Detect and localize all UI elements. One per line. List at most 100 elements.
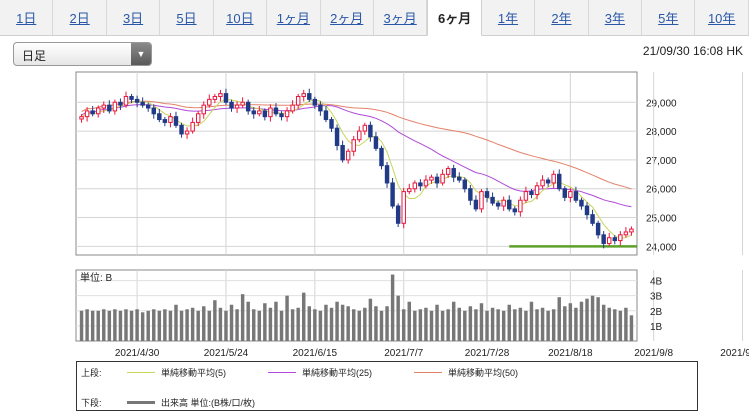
legend-volume-label: 出来高 単位:(B株/口/枚) [161,398,255,408]
legend-ma50-swatch [414,372,443,373]
tab-12[interactable]: 5年 [642,0,696,35]
candle-body [540,179,545,187]
tab-13[interactable]: 10年 [695,0,749,35]
price-panel-frame [75,71,638,256]
candle-body [429,176,434,181]
volume-bar [307,306,312,341]
x-tick-label: 2021/5/24 [204,348,249,359]
candle-body [145,104,151,109]
tab-7[interactable]: 3ヶ月 [374,0,428,35]
tab-11[interactable]: 3年 [589,0,643,35]
volume-bar [440,310,445,341]
legend-ma25-swatch [268,372,296,373]
candle-body [245,101,251,112]
volume-bar [274,301,278,341]
volume-bar [213,300,217,341]
volume-bar [490,307,495,341]
x-tick-label: 2021/7/7 [384,348,423,359]
candle-body [412,182,418,190]
legend-ma25-label: 単純移動平均(25) [302,368,373,378]
volume-tick-label: 2B [650,307,663,318]
volume-bar [485,310,489,341]
candle-body [345,150,351,161]
candle-body [184,130,190,135]
volume-bar [524,310,528,341]
candle-body [557,173,562,190]
volume-bar [429,310,434,341]
tab-4[interactable]: 10日 [214,0,268,35]
candle-body [473,199,479,210]
volume-bar [585,298,589,341]
volume-bar [102,309,106,341]
candle-body [457,176,462,181]
y-tick-label: 24,000 [646,242,677,253]
volume-bar [374,306,378,341]
volume-bar [279,310,284,341]
candle-body [423,179,429,187]
chart-type-value: 日足 [22,49,47,63]
candle-body [162,119,168,123]
y-tick-label: 28,000 [646,127,677,138]
volume-bar [107,310,112,341]
legend-ma5-label: 単純移動平均(5) [161,368,226,378]
volume-bar [479,303,484,341]
volume-bar [118,310,123,341]
candle-body [368,124,373,138]
volume-bar [263,303,267,341]
candle-body [229,101,234,109]
volume-bar [124,309,128,341]
candle-body [629,228,634,233]
volume-bar [324,304,328,341]
legend-ma5-swatch [127,372,155,373]
volume-bar [296,307,300,341]
candle-body [168,116,173,123]
volume-bar [352,309,356,341]
tab-0[interactable]: 1日 [0,0,54,35]
tab-2[interactable]: 3日 [107,0,161,35]
legend-upper-label: 上段: [81,368,102,378]
candle-body [434,176,440,184]
tab-1[interactable]: 2日 [53,0,107,35]
volume-bar [152,309,156,341]
volume-bar [590,295,595,341]
volume-bar [268,307,273,341]
volume-bar [396,295,400,341]
x-tick-label: 2021/6/15 [293,348,338,359]
candle-body [212,95,218,100]
chart-type-select[interactable]: 日足 ▼ [13,42,152,66]
candle-body [562,188,568,198]
x-tick-label: 2021/4/30 [115,348,160,359]
tab-8[interactable]: 6ヶ月 [427,0,482,36]
volume-bar [446,309,450,341]
candle-body [340,144,345,161]
candle-body [495,202,501,207]
tab-6[interactable]: 2ヶ月 [321,0,374,35]
volume-bar [501,310,506,341]
volume-bar [463,310,467,341]
tab-9[interactable]: 1年 [482,0,536,35]
candle-body [112,101,118,112]
volume-bar [146,310,150,341]
legend-lower-label: 下段: [81,398,102,408]
chevron-down-icon[interactable]: ▼ [131,43,151,65]
volume-tick-label: 1B [650,322,663,333]
x-tick-label: 2021/9/8 [634,348,673,359]
candle-body [307,93,312,100]
tab-5[interactable]: 1ヶ月 [267,0,321,35]
volume-bar [535,309,539,341]
candle-body [362,124,368,132]
y-tick-label: 26,000 [646,185,677,196]
tab-10[interactable]: 2年 [535,0,589,35]
tab-3[interactable]: 5日 [160,0,214,35]
volume-bar [363,307,367,341]
volume-bar [174,304,178,341]
volume-bar [468,306,473,341]
candle-body [218,93,223,97]
candle-body [534,185,540,195]
volume-bar [90,310,95,341]
volume-bar [302,292,306,341]
candle-body [462,179,468,190]
candle-body [318,104,323,112]
candle-body [179,124,184,135]
candle-body [295,95,301,106]
